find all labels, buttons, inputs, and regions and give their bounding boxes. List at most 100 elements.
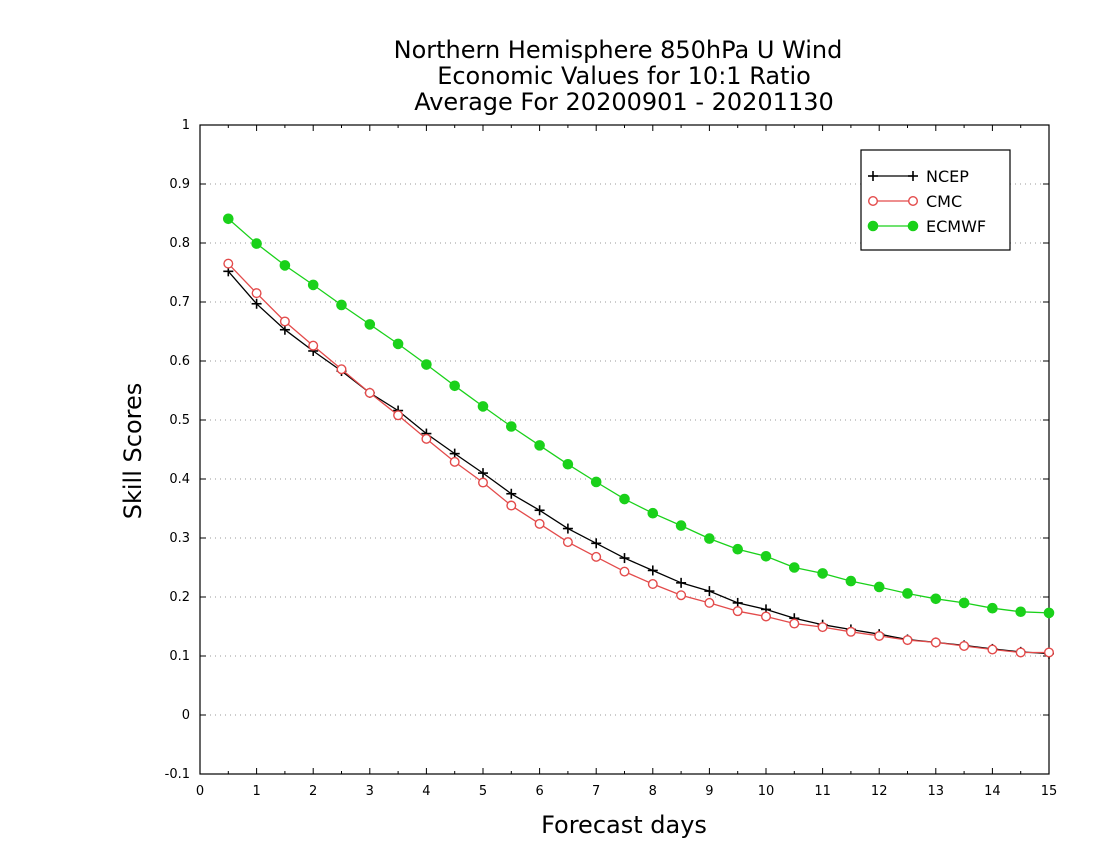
data-point-ecmwf [590,476,602,488]
data-point-ecmwf [534,440,545,451]
legend-label-ncep: NCEP [926,167,969,186]
legend-marker-cmc [908,195,919,206]
data-point-cmc [1043,647,1054,658]
y-tick-label: -0.1 [165,767,190,782]
data-point-ecmwf [845,575,857,587]
data-point-cmc [930,637,941,648]
data-point-cmc [959,640,970,651]
data-point-cmc [251,288,262,299]
chart-title-line-1: Northern Hemisphere 850hPa U Wind [394,36,843,64]
y-tick-label: 0.5 [169,413,190,428]
data-point-ecmwf [789,562,800,573]
y-tick-label: 0.8 [169,236,190,251]
data-point-ecmwf [987,602,998,614]
data-point-ecmwf [902,588,913,599]
data-point-ecmwf [817,568,828,579]
x-tick-label: 15 [1041,784,1058,799]
data-point-ncep [506,488,517,499]
series-line-cmc [227,263,1049,654]
data-point-cmc [449,456,460,467]
data-point-ecmwf [421,359,432,370]
x-tick-label: 0 [196,784,204,799]
data-point-cmc [506,500,517,511]
data-point-ncep [562,523,573,534]
y-tick-label: 0.7 [169,295,190,310]
data-point-cmc [1015,647,1026,658]
data-point-ncep [676,577,687,588]
data-point-cmc [223,258,234,269]
legend-box [860,149,1011,251]
data-point-cmc [676,590,687,601]
data-point-cmc [647,579,658,590]
data-point-cmc [874,630,885,641]
legend-entry-ncep: NCEP [868,167,969,186]
data-point-cmc [279,316,290,327]
series-line-ncep [227,270,1050,655]
data-point-ncep [591,538,602,549]
data-point-cmc [534,518,545,529]
y-axis-label: Skill Scores [119,383,147,520]
data-point-ecmwf [873,581,885,593]
data-point-ecmwf [336,299,347,311]
y-tick-label: 1 [182,118,190,133]
data-point-cmc [421,433,432,444]
data-point-cmc [902,635,913,646]
gridlines [200,183,1049,716]
data-point-ncep [251,298,262,309]
data-point-cmc [817,622,828,633]
data-point-ecmwf [675,520,687,531]
x-tick-label: 12 [871,784,888,799]
data-point-ecmwf [279,260,291,271]
y-tick-label: 0.4 [169,472,190,487]
y-tick-label: 0.9 [169,177,190,192]
legend: NCEP CMC ECMWF [860,149,1011,251]
data-point-ecmwf [562,458,574,470]
data-point-ecmwf [506,421,517,432]
data-point-cmc [845,626,856,637]
data-point-ecmwf [477,401,489,412]
data-point-ecmwf [760,550,772,562]
data-point-ecmwf [223,213,234,225]
series-ecmwf [223,213,1055,619]
x-tick-label: 3 [366,784,374,799]
y-tick-label: 0.1 [169,649,190,664]
y-axis: -0.1 0 0.1 0.2 0.3 0.4 0.5 0.6 0.7 0.8 0.9 1 [165,118,1049,782]
data-point-cmc [987,644,998,655]
x-tick-label: 2 [309,784,317,799]
data-point-ecmwf [704,533,715,544]
x-tick-label: 5 [479,784,487,799]
legend-label-cmc: CMC [926,192,962,211]
data-point-ecmwf [251,238,262,249]
data-point-cmc [704,597,715,608]
legend-marker-ecmwf [907,220,919,232]
legend-marker-cmc [868,195,879,206]
legend-entry-ecmwf: ECMWF [867,217,986,236]
data-point-cmc [364,387,375,398]
y-tick-label: 0 [182,708,190,723]
data-point-cmc [619,566,630,577]
data-point-ecmwf [1043,607,1055,619]
data-point-ecmwf [449,380,461,392]
data-point-ecmwf [392,338,404,350]
data-point-ncep [619,553,630,564]
chart-title-line-2: Economic Values for 10:1 Ratio [437,62,811,90]
legend-marker-ecmwf [867,220,879,232]
data-point-ecmwf [364,319,376,330]
data-point-ncep [534,505,545,516]
x-tick-label: 6 [535,784,543,799]
data-point-ecmwf [647,507,659,519]
series-line-ecmwf [227,218,1050,614]
data-point-cmc [789,618,800,629]
data-point-cmc [308,340,319,351]
series-cmc [223,258,1054,658]
data-point-ecmwf [1015,606,1027,618]
legend-marker-ncep [868,171,878,181]
x-tick-label: 1 [252,784,260,799]
data-point-ecmwf [930,593,942,605]
data-point-cmc [478,477,489,488]
data-point-cmc [393,410,404,421]
x-tick-label: 11 [814,784,831,799]
legend-label-ecmwf: ECMWF [926,217,986,236]
data-point-cmc [336,364,347,375]
